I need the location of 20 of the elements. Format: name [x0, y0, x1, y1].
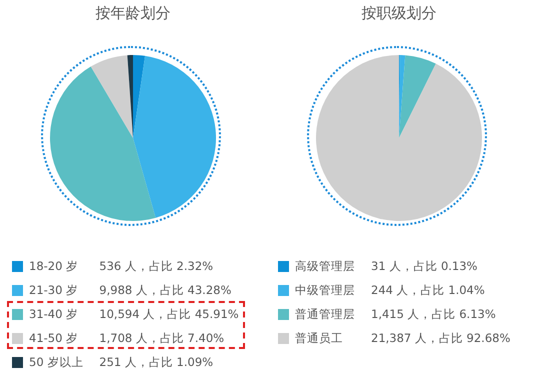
- legend-label: 21-30 岁: [28, 282, 80, 298]
- chart-title: 按年龄划分: [94, 4, 172, 23]
- legend-label: 中级管理层: [294, 282, 356, 298]
- legend-label: 18-20 岁: [28, 258, 80, 274]
- data-label: 21,387 人，占比 92.68%: [371, 330, 510, 346]
- legend-label: 普通员工: [294, 330, 344, 346]
- data-label: 1,708 人，占比 7.40%: [99, 330, 226, 346]
- legend-label: 31-40 岁: [28, 306, 80, 322]
- data-label: 1,415 人，占比 6.13%: [371, 306, 497, 322]
- legend-label: 41-50 岁: [28, 330, 80, 346]
- data-label: 10,594 人，占比 45.91%: [99, 306, 239, 322]
- legend-label: 普通管理层: [294, 306, 356, 322]
- data-label: 31 人，占比 0.13%: [371, 258, 478, 274]
- data-label: 536 人，占比 2.32%: [99, 258, 214, 274]
- legend-label: 高级管理层: [294, 258, 356, 274]
- legend-label: 50 岁以上: [28, 354, 84, 370]
- data-label: 9,988 人，占比 43.28%: [99, 282, 232, 298]
- data-label: 251 人，占比 1.09%: [99, 354, 214, 370]
- data-label: 244 人，占比 1.04%: [371, 282, 486, 298]
- chart-title: 按职级划分: [360, 4, 438, 23]
